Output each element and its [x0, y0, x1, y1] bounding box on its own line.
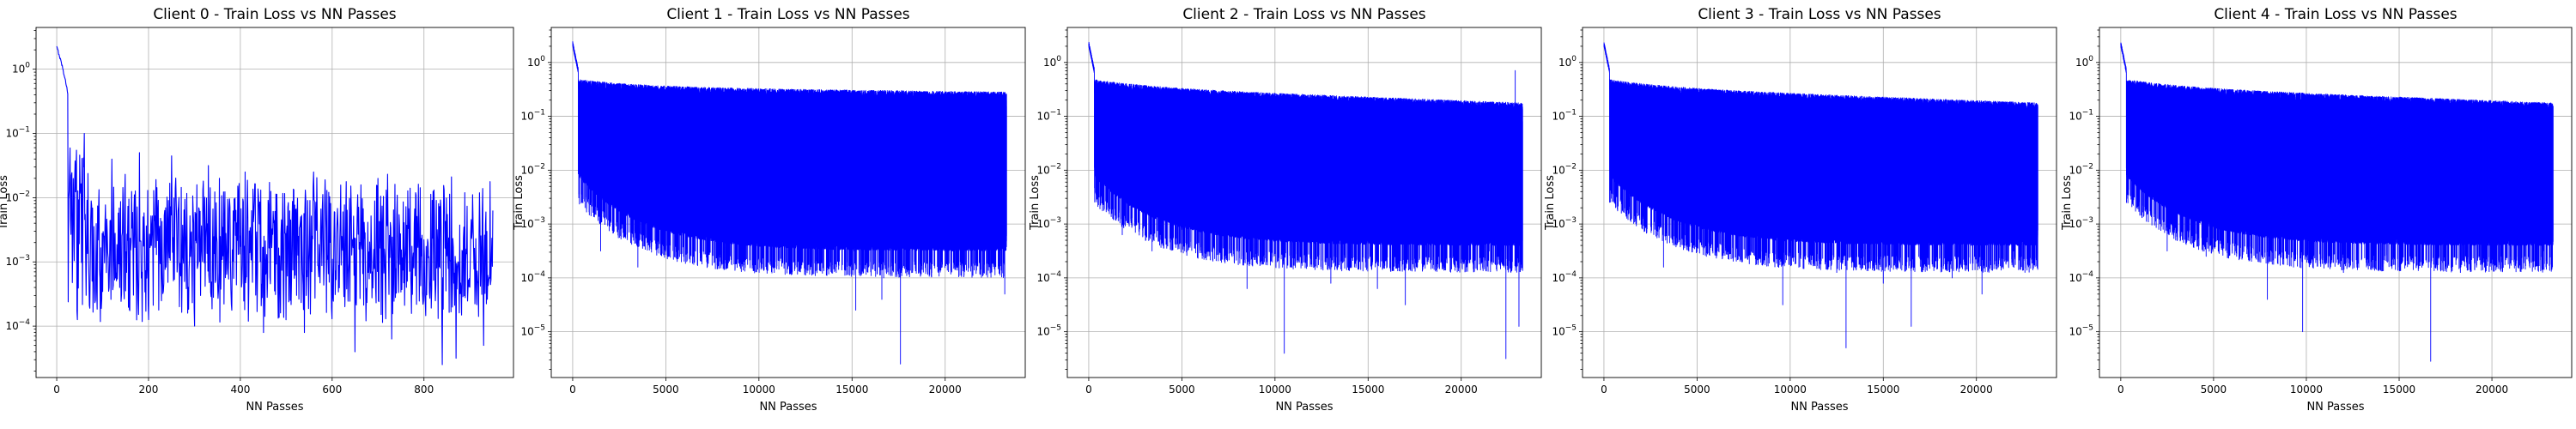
subplot-2: 0 5000 10000 15000 20000 10−5 10−4 10−3 10−2 10−1…	[1029, 6, 1542, 414]
y-tick-label: 10−5	[520, 324, 545, 338]
x-tick-label: 400	[230, 384, 250, 396]
subplot-3: 0 5000 10000 15000 20000 10−5 10−4 10−3 10−2 10−1…	[1544, 6, 2057, 414]
x-tick-label: 800	[414, 384, 434, 396]
y-tick-label: 10−5	[2069, 324, 2093, 338]
x-tick-label: 0	[1085, 384, 1092, 396]
subplot-0: 0 200 400 600 800 10−4 10−3 10−2 10−1 100 Client 0…	[0, 6, 514, 414]
axes-frame	[35, 27, 514, 378]
y-tick-label: 10−4	[2069, 270, 2093, 284]
x-tick-label: 15000	[1867, 384, 1899, 396]
x-tick-label: 15000	[2383, 384, 2415, 396]
y-tick-label: 10−4	[1552, 270, 1577, 284]
y-axis-label: Train Loss	[2061, 175, 2074, 231]
x-tick-label: 10000	[743, 384, 775, 396]
x-tick-label: 0	[1601, 384, 1607, 396]
y-tick-label: 10−3	[520, 216, 545, 230]
y-tick-label: 10−1	[2069, 109, 2093, 123]
y-tick-label: 100	[527, 55, 545, 69]
x-axis-label: NN Passes	[246, 401, 303, 414]
axes-frame	[2099, 27, 2573, 378]
axes-frame	[550, 27, 1026, 378]
y-tick-label: 10−4	[1036, 270, 1061, 284]
y-tick-label: 10−3	[1036, 216, 1061, 230]
chart-title: Client 4 - Train Loss vs NN Passes	[2214, 6, 2457, 23]
y-tick-label: 10−2	[1036, 162, 1061, 176]
y-tick-label: 10−2	[2069, 162, 2093, 176]
y-tick-label: 100	[12, 62, 30, 76]
x-tick-label: 20000	[2476, 384, 2508, 396]
x-tick-label: 10000	[1259, 384, 1291, 396]
axes-frame	[1582, 27, 2057, 378]
y-tick-label: 100	[1043, 55, 1061, 69]
y-tick-label: 10−2	[1552, 162, 1577, 176]
subplot-1: 0 5000 10000 15000 20000 10−5 10−4 10−3 10−2 10−1…	[513, 6, 1026, 414]
y-tick-label: 10−4	[5, 318, 30, 332]
x-tick-label: 20000	[1960, 384, 1993, 396]
series-line	[2120, 42, 2554, 362]
x-axis-label: NN Passes	[2306, 401, 2364, 414]
series-line	[1088, 41, 1523, 360]
chart-title: Client 1 - Train Loss vs NN Passes	[666, 6, 909, 23]
x-tick-label: 200	[139, 384, 159, 396]
y-tick-label: 100	[2075, 55, 2093, 69]
x-axis-label: NN Passes	[1790, 401, 1848, 414]
y-tick-label: 10−1	[5, 126, 30, 140]
y-tick-label: 10−1	[520, 109, 545, 123]
y-tick-label: 10−3	[1552, 216, 1577, 230]
y-tick-label: 10−5	[1552, 324, 1577, 338]
x-tick-label: 10000	[1774, 384, 1807, 396]
y-tick-label: 10−4	[520, 270, 545, 284]
y-tick-label: 10−3	[5, 254, 30, 268]
x-tick-label: 5000	[2201, 384, 2227, 396]
chart-title: Client 3 - Train Loss vs NN Passes	[1698, 6, 1941, 23]
axes-frame	[1066, 27, 1542, 378]
chart-title: Client 0 - Train Loss vs NN Passes	[153, 6, 396, 23]
y-tick-label: 10−2	[5, 190, 30, 203]
x-tick-label: 15000	[835, 384, 868, 396]
y-tick-label: 10−5	[1036, 324, 1061, 338]
x-tick-label: 10000	[2290, 384, 2323, 396]
y-tick-label: 10−1	[1552, 109, 1577, 123]
x-axis-label: NN Passes	[1275, 401, 1333, 414]
x-tick-label: 5000	[653, 384, 679, 396]
chart-title: Client 2 - Train Loss vs NN Passes	[1182, 6, 1425, 23]
x-tick-label: 600	[322, 384, 342, 396]
y-axis-label: Train Loss	[0, 175, 10, 231]
series-line	[1603, 42, 2038, 348]
y-tick-label: 100	[1558, 55, 1577, 69]
subplot-4: 0 5000 10000 15000 20000 10−5 10−4 10−3 10−2 10−1…	[2061, 6, 2573, 414]
y-tick-label: 10−2	[520, 162, 545, 176]
x-tick-label: 5000	[1684, 384, 1710, 396]
y-axis-label: Train Loss	[1029, 175, 1042, 231]
x-tick-label: 0	[53, 384, 60, 396]
x-axis-label: NN Passes	[759, 401, 817, 414]
x-tick-label: 0	[569, 384, 576, 396]
series-line	[56, 45, 494, 366]
x-tick-label: 20000	[1445, 384, 1478, 396]
x-tick-label: 5000	[1169, 384, 1195, 396]
series-line	[572, 41, 1007, 365]
x-tick-label: 15000	[1352, 384, 1384, 396]
y-axis-label: Train Loss	[513, 175, 526, 231]
x-tick-label: 20000	[929, 384, 962, 396]
y-tick-label: 10−3	[2069, 216, 2093, 230]
y-axis-label: Train Loss	[1544, 175, 1557, 231]
y-tick-label: 10−1	[1036, 109, 1061, 123]
x-tick-label: 0	[2117, 384, 2124, 396]
